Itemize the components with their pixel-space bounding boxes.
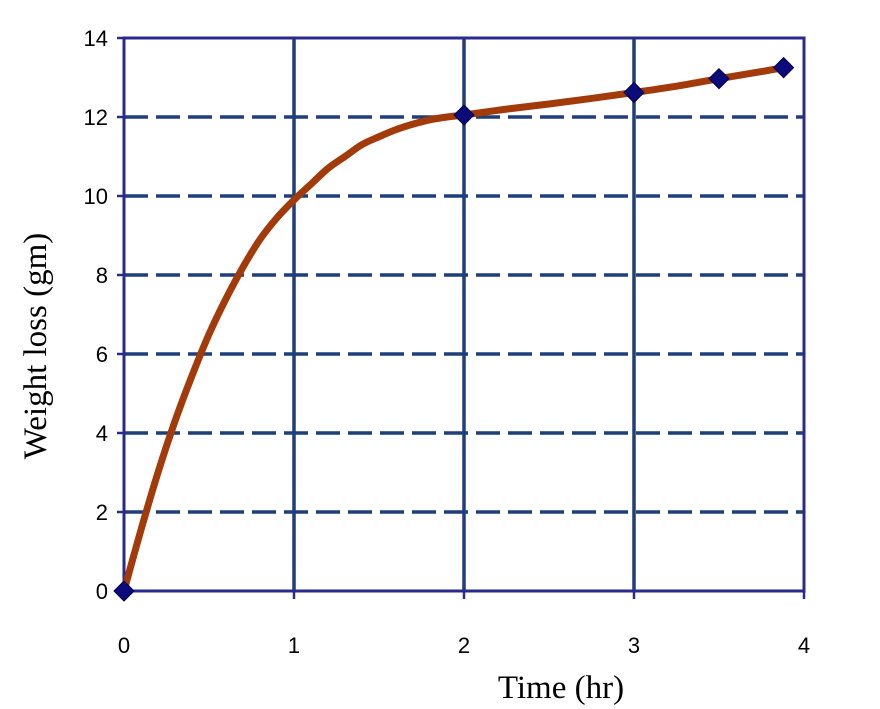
fitted-curve-layer [120,64,788,595]
fitted-curve-line [120,64,788,595]
data-point-marker [708,67,730,90]
y-axis-title: Weight loss (gm) [18,233,54,460]
x-tick-label: 4 [798,633,810,658]
y-tick-label: 10 [84,184,108,209]
data-point-marker [623,81,645,104]
y-tick-label: 0 [96,579,108,604]
data-markers [113,56,795,602]
y-tick-label: 6 [96,342,108,367]
y-tick-label: 14 [84,26,108,51]
x-tick-label: 2 [458,633,470,658]
data-point-marker [772,56,795,79]
data-point-marker [453,104,475,126]
x-tick-label: 1 [288,633,300,658]
y-tick-label: 2 [96,500,108,525]
y-tick-label: 12 [84,105,108,130]
y-tick-label: 4 [96,421,108,446]
x-axis-title: Time (hr) [498,670,624,706]
x-tick-label: 0 [118,633,130,658]
x-tick-label: 3 [628,633,640,658]
data-point-marker [113,580,135,602]
y-tick-label: 8 [96,263,108,288]
